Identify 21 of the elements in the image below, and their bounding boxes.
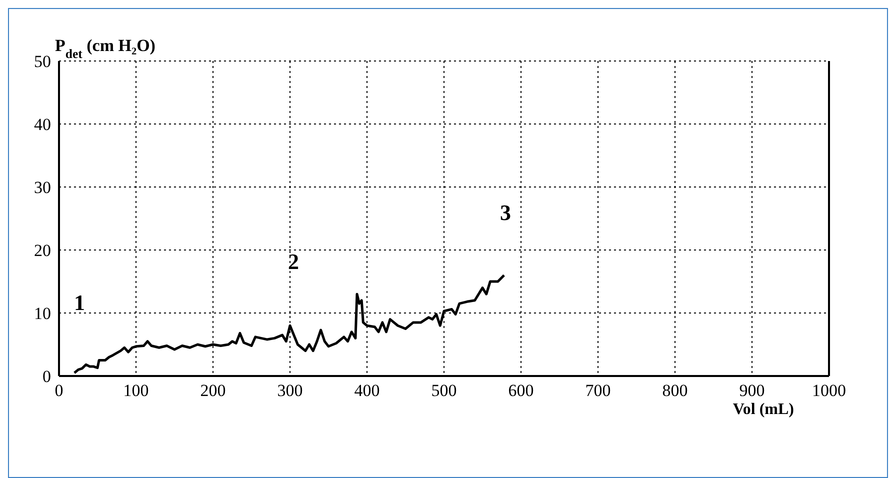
x-tick-label: 1000 xyxy=(812,381,846,400)
x-tick-label: 400 xyxy=(354,381,380,400)
x-tick-label: 800 xyxy=(662,381,688,400)
y-tick-label: 50 xyxy=(34,52,51,72)
y-tick-label: 40 xyxy=(34,115,51,134)
x-tick-label: 200 xyxy=(200,381,226,400)
x-tick-label: 500 xyxy=(431,381,457,400)
x-tick-label: 600 xyxy=(508,381,534,400)
y-tick-label: 30 xyxy=(34,178,51,198)
y-tick-label: 10 xyxy=(34,304,51,324)
y-axis-title: P$_{det}$ (cm H₂O) xyxy=(55,36,156,61)
annotation: 1 xyxy=(74,290,85,315)
x-tick-label: 300 xyxy=(277,381,303,400)
annotation: 3 xyxy=(500,200,511,225)
y-tick-label: 0 xyxy=(42,367,51,386)
x-tick-label: 0 xyxy=(54,381,64,400)
x-tick-label: 900 xyxy=(739,381,765,400)
x-axis-title: Vol (mL) xyxy=(732,401,794,418)
x-tick-label: 100 xyxy=(123,381,149,400)
y-tick-label: 20 xyxy=(34,241,51,260)
x-tick-label: 700 xyxy=(585,381,611,400)
